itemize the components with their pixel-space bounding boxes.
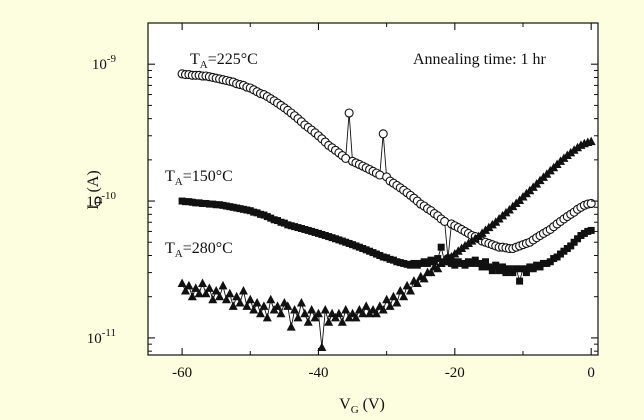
data-point — [378, 129, 388, 139]
data-point — [516, 277, 524, 285]
series-label-280: TA=280°C — [165, 240, 233, 260]
data-point — [512, 265, 520, 273]
data-point — [187, 291, 197, 301]
y-tick-label: 10-11 — [87, 327, 116, 347]
data-point — [519, 265, 527, 273]
data-point — [334, 308, 344, 318]
data-point — [495, 267, 503, 275]
data-point — [358, 308, 368, 318]
data-point — [502, 269, 510, 277]
data-point — [266, 294, 276, 304]
data-point — [382, 294, 392, 304]
data-point — [181, 286, 190, 295]
x-tick-label: -60 — [172, 365, 192, 381]
data-point — [587, 226, 595, 234]
series-label-225: TA=225°C — [190, 51, 258, 71]
data-point — [225, 288, 235, 298]
data-point — [177, 278, 187, 287]
data-point — [419, 273, 429, 283]
data-point — [262, 312, 272, 322]
data-point — [201, 288, 211, 298]
data-point — [259, 301, 269, 310]
data-point — [184, 280, 194, 290]
data-point — [406, 286, 415, 295]
data-point — [296, 297, 306, 307]
data-point — [509, 269, 517, 277]
data-point — [337, 317, 347, 326]
data-point — [492, 261, 500, 269]
data-point — [412, 278, 422, 287]
data-point — [371, 308, 381, 318]
data-point — [215, 291, 225, 301]
axes-layer: -60 -40 -20 0 10-11 10-10 10-9 — [86, 23, 598, 381]
data-point — [586, 136, 596, 146]
data-point — [351, 312, 361, 322]
data-point — [341, 304, 351, 314]
x-tick-label: 0 — [587, 365, 595, 381]
annealing-annotation: Annealing time: 1 hr — [413, 51, 547, 68]
data-point — [194, 288, 204, 298]
data-point — [378, 304, 388, 314]
data-point — [567, 242, 575, 250]
data-point — [204, 283, 214, 292]
y-tick-label: 10-9 — [92, 53, 117, 73]
data-point — [434, 255, 442, 263]
data-point — [317, 342, 327, 352]
data-point — [221, 294, 231, 304]
data-point — [488, 267, 496, 275]
data-point — [320, 304, 330, 314]
data-point — [399, 291, 409, 301]
data-point — [283, 301, 293, 310]
data-point — [293, 312, 303, 322]
data-point — [402, 280, 412, 290]
data-point — [232, 291, 242, 301]
data-point — [290, 304, 300, 314]
data-point — [388, 291, 398, 301]
data-point — [307, 304, 317, 314]
data-point — [529, 265, 537, 273]
data-point — [499, 263, 507, 271]
x-tick-label: -40 — [308, 365, 328, 381]
data-point — [276, 308, 286, 318]
data-point — [313, 308, 323, 318]
data-point — [256, 308, 265, 318]
x-axis-title: VG (V) — [339, 396, 385, 416]
data-point — [303, 317, 313, 326]
data-point — [478, 263, 486, 271]
series-layer — [177, 69, 596, 352]
series-label-150: TA=150°C — [165, 168, 233, 188]
x-tick-label: -20 — [445, 365, 465, 381]
data-point — [485, 263, 493, 271]
data-point — [392, 297, 402, 307]
data-point — [426, 267, 436, 277]
data-point — [228, 301, 238, 310]
data-point — [208, 294, 218, 304]
data-point — [249, 304, 259, 314]
data-point — [385, 301, 395, 310]
data-point — [218, 280, 228, 290]
data-point — [252, 297, 262, 307]
data-point — [300, 308, 310, 318]
data-point — [437, 243, 445, 251]
data-point — [211, 286, 221, 295]
data-point — [505, 265, 513, 273]
data-point — [198, 278, 208, 287]
data-point — [522, 269, 530, 277]
data-point — [344, 108, 354, 118]
data-point — [482, 258, 489, 266]
y-axis-title: ID (A) — [85, 170, 105, 210]
data-point — [242, 301, 252, 310]
y-tick-label: 10-10 — [86, 190, 116, 210]
data-point — [191, 283, 201, 292]
data-point — [235, 297, 245, 307]
data-point — [433, 263, 443, 273]
data-point — [286, 322, 296, 331]
data-point — [245, 294, 255, 304]
data-point — [324, 317, 334, 326]
data-point — [361, 301, 371, 310]
data-point — [273, 301, 283, 310]
data-point — [395, 286, 405, 295]
data-point — [238, 286, 248, 295]
